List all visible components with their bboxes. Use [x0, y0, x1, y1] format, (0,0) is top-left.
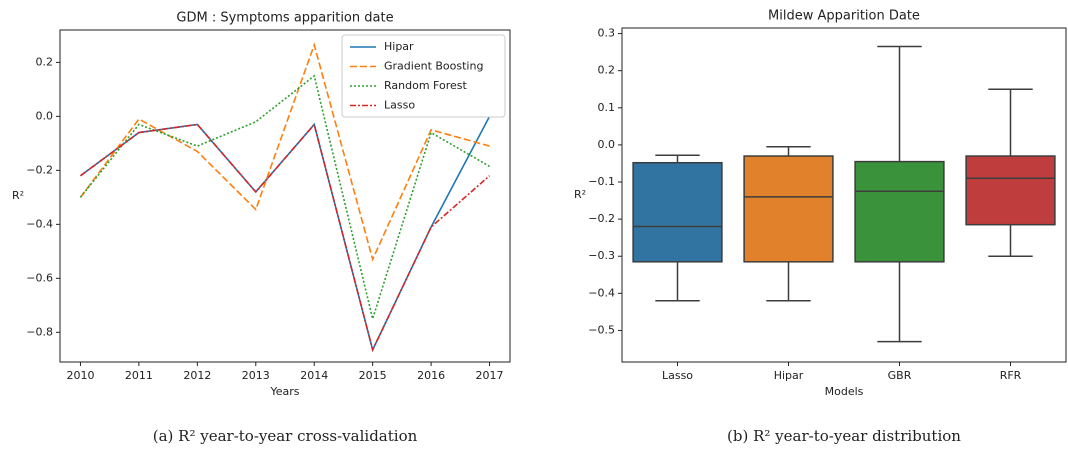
- box: [854, 160, 945, 263]
- y-tick-label: −0.2: [588, 212, 615, 225]
- x-tick-label: 2017: [476, 369, 504, 382]
- x-axis-label: Models: [825, 385, 864, 398]
- x-tick-label: 2010: [66, 369, 94, 382]
- caption: (a) R² year-to-year cross-validation: [153, 427, 418, 445]
- y-tick-label: −0.2: [26, 163, 53, 176]
- chart-title: Mildew Apparition Date: [768, 9, 920, 24]
- y-tick-label: −0.4: [588, 286, 615, 299]
- axes-frame: [59, 29, 511, 363]
- legend-box: [341, 34, 506, 118]
- series-line: [79, 42, 490, 262]
- x-tick-label: 2014: [300, 369, 328, 382]
- y-tick-label: −0.4: [26, 217, 53, 230]
- box: [965, 155, 1056, 226]
- series-line: [79, 74, 490, 322]
- box: [632, 161, 723, 263]
- x-tick-label: RFR: [1000, 369, 1022, 382]
- box: [743, 155, 834, 263]
- y-tick-label: 0.2: [598, 64, 616, 77]
- y-tick-label: 0.0: [598, 138, 616, 151]
- y-tick-label: −0.5: [588, 323, 615, 336]
- legend-label: Gradient Boosting: [384, 60, 483, 73]
- y-tick-label: −0.6: [26, 271, 53, 284]
- y-tick-label: 0.1: [598, 101, 616, 114]
- x-tick-label: 2016: [417, 369, 445, 382]
- axes-frame: [621, 27, 1067, 363]
- series-line: [79, 122, 491, 353]
- x-axis-label: Years: [269, 385, 299, 398]
- x-tick-label: 2011: [125, 369, 153, 382]
- y-tick-label: 0.0: [36, 109, 54, 122]
- legend-label: Hipar: [384, 40, 414, 53]
- x-tick-label: 2015: [359, 369, 387, 382]
- caption: (b) R² year-to-year distribution: [727, 427, 961, 445]
- x-tick-label: GBR: [888, 369, 912, 382]
- legend-label: Random Forest: [384, 79, 467, 92]
- y-tick-label: 0.2: [36, 55, 54, 68]
- x-tick-label: 2012: [183, 369, 211, 382]
- x-tick-label: 2013: [242, 369, 270, 382]
- x-tick-label: Hipar: [774, 369, 804, 382]
- chart-title: GDM : Symptoms apparition date: [176, 11, 393, 26]
- x-tick-label: Lasso: [662, 369, 693, 382]
- y-tick-label: −0.8: [26, 325, 53, 338]
- legend-label: Lasso: [384, 99, 415, 112]
- y-axis-label: R²: [12, 189, 24, 202]
- y-axis-label: R²: [574, 188, 586, 201]
- y-tick-label: 0.3: [598, 27, 616, 40]
- y-tick-label: −0.1: [588, 175, 615, 188]
- y-tick-label: −0.3: [588, 249, 615, 262]
